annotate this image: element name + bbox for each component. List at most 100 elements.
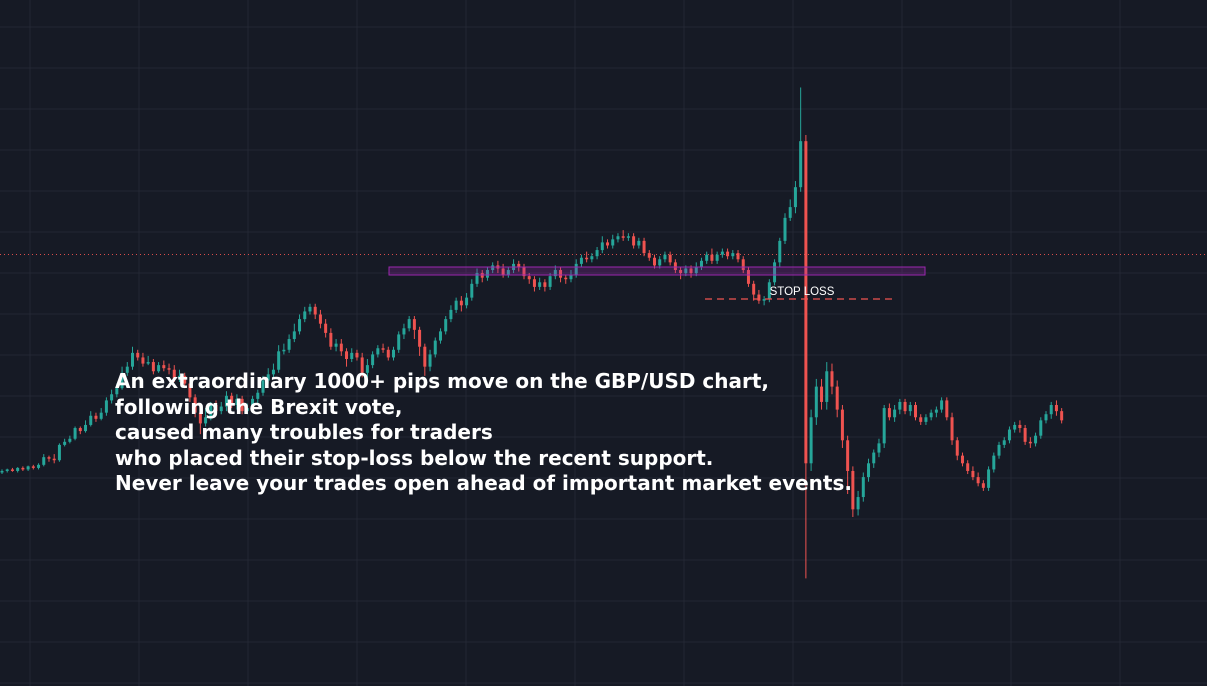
candle-body bbox=[1018, 424, 1022, 429]
annotation-line: who placed their stop-loss below the rec… bbox=[115, 445, 714, 470]
candle-body bbox=[68, 438, 72, 442]
candle-body bbox=[261, 380, 265, 393]
candle-body bbox=[940, 400, 944, 410]
candle-body bbox=[955, 440, 959, 456]
candle-body bbox=[157, 365, 161, 372]
candle-body bbox=[882, 408, 886, 444]
stop-loss-label: STOP LOSS bbox=[770, 286, 835, 298]
candle-body bbox=[10, 469, 14, 471]
candle-body bbox=[804, 141, 808, 464]
candle-body bbox=[324, 323, 328, 333]
candle-body bbox=[1013, 424, 1017, 430]
candle-body bbox=[908, 405, 912, 412]
candle-body bbox=[282, 349, 286, 352]
candle-body bbox=[673, 262, 677, 271]
candle-body bbox=[611, 239, 615, 246]
candle-body bbox=[99, 412, 103, 419]
candle-body bbox=[37, 464, 41, 468]
candle-body bbox=[125, 366, 129, 373]
candle-body bbox=[162, 365, 166, 369]
candle-body bbox=[950, 417, 954, 441]
candle-body bbox=[214, 405, 218, 412]
candle-body bbox=[647, 253, 651, 258]
candle-body bbox=[914, 405, 917, 418]
candle-body bbox=[600, 242, 604, 251]
candle-body bbox=[1039, 420, 1043, 436]
candle-body bbox=[42, 457, 46, 465]
candle-body bbox=[595, 250, 599, 257]
candle-body bbox=[204, 417, 208, 424]
candle-body bbox=[230, 395, 234, 406]
candle-body bbox=[188, 383, 192, 398]
candle-body bbox=[653, 257, 656, 266]
candle-body bbox=[219, 406, 223, 412]
candle-body bbox=[240, 398, 244, 412]
candle-body bbox=[585, 257, 589, 260]
candle-body bbox=[256, 392, 260, 399]
candle-body bbox=[412, 319, 416, 330]
candle-body bbox=[694, 266, 698, 274]
candle-body bbox=[459, 300, 463, 306]
candle-body bbox=[428, 354, 432, 367]
candle-body bbox=[637, 240, 641, 246]
candle-body bbox=[689, 268, 693, 274]
candle-body bbox=[318, 314, 322, 324]
candle-body bbox=[825, 371, 829, 402]
candle-body bbox=[26, 466, 30, 470]
candle-body bbox=[120, 372, 124, 389]
candle-body bbox=[564, 277, 568, 280]
candle-body bbox=[104, 400, 108, 413]
candle-body bbox=[245, 408, 249, 412]
candle-body bbox=[31, 466, 35, 468]
candle-body bbox=[345, 351, 349, 359]
candle-body bbox=[851, 470, 855, 510]
candle-body bbox=[532, 279, 536, 287]
candle-body bbox=[355, 352, 359, 358]
candle-body bbox=[773, 262, 777, 283]
candle-body bbox=[16, 467, 20, 471]
candle-body bbox=[501, 268, 505, 275]
candle-body bbox=[642, 240, 646, 254]
candle-body bbox=[741, 259, 745, 271]
candle-body bbox=[209, 405, 213, 418]
candle-body bbox=[590, 256, 594, 260]
candle-body bbox=[548, 276, 552, 287]
candle-body bbox=[21, 467, 25, 470]
candle-body bbox=[5, 469, 9, 471]
candle-body bbox=[141, 357, 145, 364]
candle-body bbox=[684, 268, 688, 274]
candle-body bbox=[386, 349, 390, 358]
candle-body bbox=[663, 254, 667, 260]
candle-body bbox=[559, 270, 563, 278]
candle-body bbox=[658, 259, 662, 266]
candle-body bbox=[553, 270, 557, 277]
candle-body bbox=[715, 254, 719, 261]
annotation-line: An extraordinary 1000+ pips move on the … bbox=[115, 369, 770, 393]
candle-body bbox=[266, 374, 270, 381]
annotation-line: caused many troubles for traders bbox=[115, 420, 493, 444]
annotation-line: Never leave your trades open ahead of im… bbox=[115, 471, 852, 495]
candle-body bbox=[376, 348, 380, 355]
candle-body bbox=[418, 329, 422, 347]
candle-body bbox=[277, 351, 281, 370]
candle-body bbox=[271, 369, 275, 375]
candle-body bbox=[491, 265, 495, 271]
candle-body bbox=[475, 273, 479, 284]
candle-body bbox=[110, 394, 114, 401]
candle-body bbox=[94, 415, 98, 419]
candle-body bbox=[1054, 405, 1058, 412]
candle-body bbox=[151, 362, 155, 372]
candle-body bbox=[485, 270, 489, 278]
candle-body bbox=[872, 452, 876, 464]
annotation-text: An extraordinary 1000+ pips move on the … bbox=[115, 369, 852, 497]
candle-body bbox=[992, 455, 996, 470]
candle-body bbox=[371, 354, 375, 366]
candle-body bbox=[632, 236, 636, 246]
candle-body bbox=[574, 263, 578, 275]
candle-body bbox=[84, 424, 88, 432]
candle-body bbox=[846, 440, 850, 471]
candle-body bbox=[198, 412, 202, 424]
candle-body bbox=[146, 362, 150, 364]
candle-body bbox=[235, 398, 239, 406]
